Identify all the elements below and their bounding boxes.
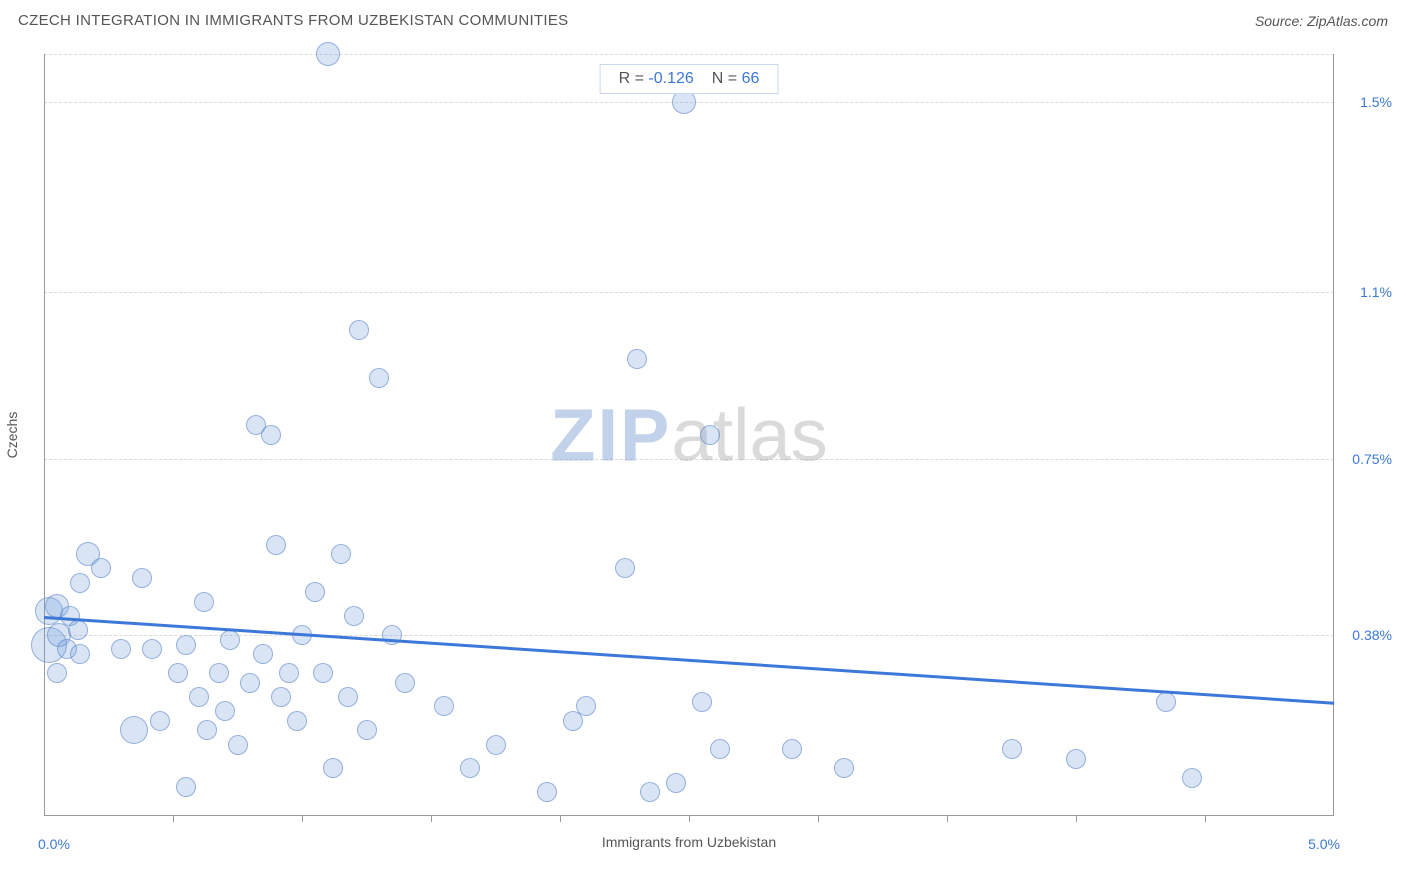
- x-tick: [560, 816, 561, 822]
- y-tick-label: 1.1%: [1342, 284, 1392, 300]
- data-point: [194, 592, 214, 612]
- data-point: [349, 320, 369, 340]
- data-point: [189, 687, 209, 707]
- chart-title: CZECH INTEGRATION IN IMMIGRANTS FROM UZB…: [18, 12, 568, 29]
- x-tick: [818, 816, 819, 822]
- source-attribution: Source: ZipAtlas.com: [1255, 13, 1388, 29]
- data-point: [176, 635, 196, 655]
- data-point: [615, 558, 635, 578]
- data-point: [305, 582, 325, 602]
- data-point: [120, 716, 148, 744]
- data-point: [576, 696, 596, 716]
- data-point: [91, 558, 111, 578]
- x-tick: [173, 816, 174, 822]
- x-tick: [1076, 816, 1077, 822]
- data-point: [782, 739, 802, 759]
- data-point: [700, 425, 720, 445]
- data-point: [486, 735, 506, 755]
- y-tick-label: 1.5%: [1342, 94, 1392, 110]
- data-point: [1066, 749, 1086, 769]
- data-point: [1156, 692, 1176, 712]
- data-point: [287, 711, 307, 731]
- data-point: [666, 773, 686, 793]
- data-point: [344, 606, 364, 626]
- x-min-label: 0.0%: [38, 836, 70, 852]
- data-point: [68, 620, 88, 640]
- data-point: [150, 711, 170, 731]
- x-tick: [1205, 816, 1206, 822]
- data-point: [168, 663, 188, 683]
- data-point: [209, 663, 229, 683]
- data-point: [220, 630, 240, 650]
- x-tick: [689, 816, 690, 822]
- source-name: ZipAtlas.com: [1307, 13, 1388, 29]
- data-point: [369, 368, 389, 388]
- r-value: -0.126: [648, 70, 693, 87]
- data-point: [434, 696, 454, 716]
- data-point: [460, 758, 480, 778]
- data-point: [710, 739, 730, 759]
- grid-line: [44, 292, 1334, 293]
- x-max-label: 5.0%: [1308, 836, 1340, 852]
- data-point: [240, 673, 260, 693]
- data-point: [537, 782, 557, 802]
- x-tick: [947, 816, 948, 822]
- watermark-zip: ZIP: [550, 394, 671, 477]
- data-point: [395, 673, 415, 693]
- x-axis-title: Immigrants from Uzbekistan: [602, 834, 776, 850]
- data-point: [132, 568, 152, 588]
- y-axis-title: Czechs: [4, 412, 20, 459]
- data-point: [261, 425, 281, 445]
- scatter-chart: Czechs 0.38%0.75%1.1%1.5% ZIPatlas R = -…: [44, 54, 1334, 816]
- data-point: [1002, 739, 1022, 759]
- data-point: [266, 535, 286, 555]
- data-point: [197, 720, 217, 740]
- data-point: [316, 42, 340, 66]
- data-point: [215, 701, 235, 721]
- data-point: [627, 349, 647, 369]
- data-point: [331, 544, 351, 564]
- data-point: [70, 644, 90, 664]
- data-point: [1182, 768, 1202, 788]
- x-tick: [302, 816, 303, 822]
- data-point: [70, 573, 90, 593]
- x-tick: [431, 816, 432, 822]
- data-point: [228, 735, 248, 755]
- data-point: [142, 639, 162, 659]
- y-tick-label: 0.38%: [1342, 627, 1392, 643]
- data-point: [692, 692, 712, 712]
- data-point: [111, 639, 131, 659]
- watermark: ZIPatlas: [550, 393, 827, 478]
- r-label: R =: [619, 70, 649, 87]
- page-header: CZECH INTEGRATION IN IMMIGRANTS FROM UZB…: [0, 0, 1406, 37]
- data-point: [357, 720, 377, 740]
- grid-line: [44, 54, 1334, 55]
- data-point: [47, 663, 67, 683]
- data-point: [279, 663, 299, 683]
- n-value: 66: [742, 70, 760, 87]
- data-point: [323, 758, 343, 778]
- data-point: [834, 758, 854, 778]
- data-point: [271, 687, 291, 707]
- data-point: [176, 777, 196, 797]
- data-point: [640, 782, 660, 802]
- grid-line: [44, 459, 1334, 460]
- source-prefix: Source:: [1255, 13, 1307, 29]
- data-point: [253, 644, 273, 664]
- y-axis-line: [44, 54, 45, 816]
- n-label: N =: [712, 70, 742, 87]
- data-point: [338, 687, 358, 707]
- y-tick-label: 0.75%: [1342, 451, 1392, 467]
- regression-line: [44, 616, 1334, 705]
- data-point: [313, 663, 333, 683]
- watermark-atlas: atlas: [671, 394, 827, 477]
- stats-box: R = -0.126 N = 66: [600, 64, 779, 94]
